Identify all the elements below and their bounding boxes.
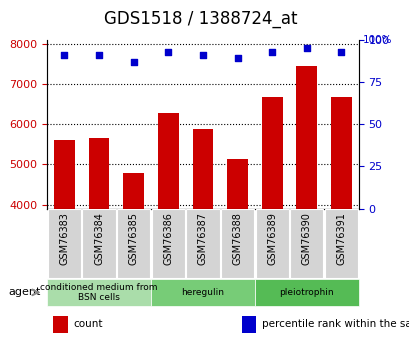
Point [130,59,137,65]
Bar [48,209,81,278]
Text: GSM76383: GSM76383 [59,212,69,265]
Bar [157,113,178,209]
Point [199,52,206,58]
Bar [255,209,288,278]
Text: GSM76385: GSM76385 [128,212,138,265]
Bar [47,279,151,306]
Text: GDS1518 / 1388724_at: GDS1518 / 1388724_at [104,10,297,28]
Bar [261,97,282,209]
Text: percentile rank within the sample: percentile rank within the sample [262,319,409,329]
Bar [53,316,67,333]
Bar [296,66,317,209]
Bar [241,316,256,333]
Bar [82,209,115,278]
Text: GSM76391: GSM76391 [336,212,346,265]
Bar [151,279,254,306]
Text: GSM76388: GSM76388 [232,212,242,265]
Bar [290,209,323,278]
Bar [151,209,184,278]
Point [303,45,309,51]
Text: count: count [74,319,103,329]
Bar [330,97,351,209]
Bar [117,209,150,278]
Bar [324,209,357,278]
Bar [123,172,144,209]
Bar [254,279,358,306]
Text: GSM76386: GSM76386 [163,212,173,265]
Text: conditioned medium from
BSN cells: conditioned medium from BSN cells [40,283,157,302]
Text: GSM76389: GSM76389 [267,212,276,265]
Bar [186,209,219,278]
Point [96,52,102,58]
Bar [88,138,109,209]
Point [234,56,240,61]
Bar [54,140,75,209]
Point [268,49,275,54]
Text: heregulin: heregulin [181,288,224,297]
Bar [227,159,247,209]
Point [337,49,344,54]
Bar [192,129,213,209]
Point [165,49,171,54]
Text: GSM76387: GSM76387 [198,212,207,265]
Text: agent: agent [8,287,40,297]
Text: GSM76384: GSM76384 [94,212,104,265]
Text: GSM76390: GSM76390 [301,212,311,265]
Point [61,52,67,58]
Text: pleiotrophin: pleiotrophin [279,288,333,297]
Bar [220,209,254,278]
Text: 100%: 100% [362,35,391,45]
